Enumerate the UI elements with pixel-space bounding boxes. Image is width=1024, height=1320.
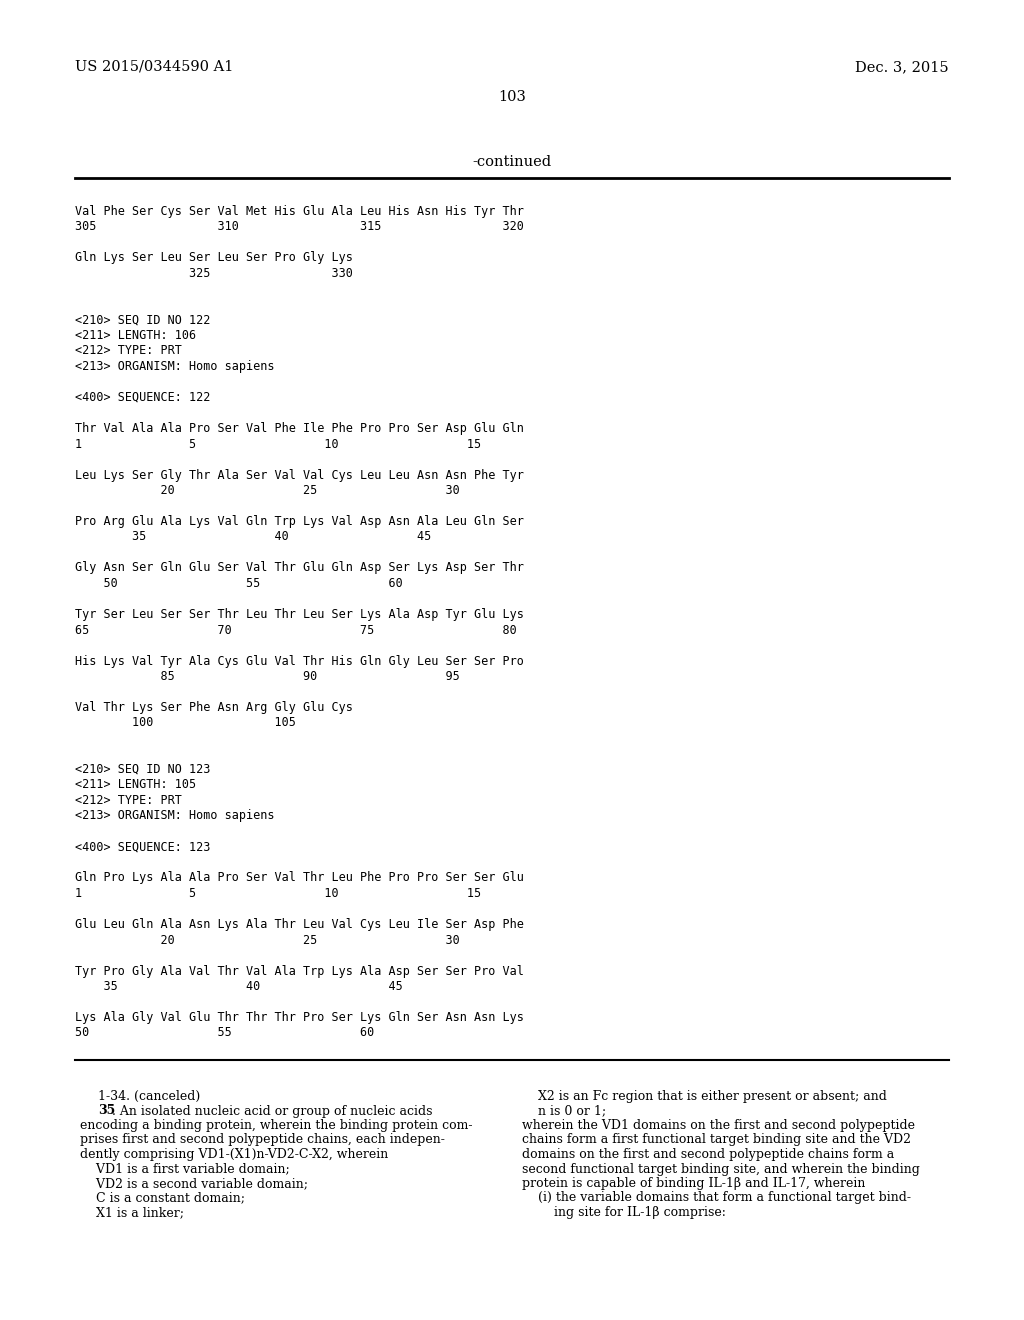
- Text: <211> LENGTH: 105: <211> LENGTH: 105: [75, 779, 197, 792]
- Text: 1-34. (canceled): 1-34. (canceled): [98, 1090, 201, 1104]
- Text: <212> TYPE: PRT: <212> TYPE: PRT: [75, 795, 182, 807]
- Text: Lys Ala Gly Val Glu Thr Thr Thr Pro Ser Lys Gln Ser Asn Asn Lys: Lys Ala Gly Val Glu Thr Thr Thr Pro Ser …: [75, 1011, 524, 1024]
- Text: Gly Asn Ser Gln Glu Ser Val Thr Glu Gln Asp Ser Lys Asp Ser Thr: Gly Asn Ser Gln Glu Ser Val Thr Glu Gln …: [75, 561, 524, 574]
- Text: Glu Leu Gln Ala Asn Lys Ala Thr Leu Val Cys Leu Ile Ser Asp Phe: Glu Leu Gln Ala Asn Lys Ala Thr Leu Val …: [75, 917, 524, 931]
- Text: His Lys Val Tyr Ala Cys Glu Val Thr His Gln Gly Leu Ser Ser Pro: His Lys Val Tyr Ala Cys Glu Val Thr His …: [75, 655, 524, 668]
- Text: C is a constant domain;: C is a constant domain;: [80, 1192, 245, 1204]
- Text: Tyr Pro Gly Ala Val Thr Val Ala Trp Lys Ala Asp Ser Ser Pro Val: Tyr Pro Gly Ala Val Thr Val Ala Trp Lys …: [75, 965, 524, 978]
- Text: <400> SEQUENCE: 123: <400> SEQUENCE: 123: [75, 841, 210, 854]
- Text: 85                  90                  95: 85 90 95: [75, 671, 460, 682]
- Text: VD2 is a second variable domain;: VD2 is a second variable domain;: [80, 1177, 308, 1191]
- Text: prises first and second polypeptide chains, each indepen-: prises first and second polypeptide chai…: [80, 1134, 444, 1147]
- Text: 65                  70                  75                  80: 65 70 75 80: [75, 623, 517, 636]
- Text: <400> SEQUENCE: 122: <400> SEQUENCE: 122: [75, 391, 210, 404]
- Text: 1               5                  10                  15: 1 5 10 15: [75, 887, 481, 900]
- Text: Val Thr Lys Ser Phe Asn Arg Gly Glu Cys: Val Thr Lys Ser Phe Asn Arg Gly Glu Cys: [75, 701, 353, 714]
- Text: <211> LENGTH: 106: <211> LENGTH: 106: [75, 329, 197, 342]
- Text: 325                 330: 325 330: [75, 267, 353, 280]
- Text: 50                  55                  60: 50 55 60: [75, 1027, 374, 1040]
- Text: second functional target binding site, and wherein the binding: second functional target binding site, a…: [522, 1163, 920, 1176]
- Text: (i) the variable domains that form a functional target bind-: (i) the variable domains that form a fun…: [522, 1192, 911, 1204]
- Text: ing site for IL-1β comprise:: ing site for IL-1β comprise:: [522, 1206, 726, 1218]
- Text: chains form a first functional target binding site and the VD2: chains form a first functional target bi…: [522, 1134, 911, 1147]
- Text: -continued: -continued: [472, 154, 552, 169]
- Text: 1               5                  10                  15: 1 5 10 15: [75, 437, 481, 450]
- Text: VD1 is a first variable domain;: VD1 is a first variable domain;: [80, 1163, 290, 1176]
- Text: 50                  55                  60: 50 55 60: [75, 577, 402, 590]
- Text: 35: 35: [98, 1105, 116, 1118]
- Text: n is 0 or 1;: n is 0 or 1;: [522, 1105, 606, 1118]
- Text: X2 is an Fc region that is either present or absent; and: X2 is an Fc region that is either presen…: [522, 1090, 887, 1104]
- Text: 100                 105: 100 105: [75, 717, 296, 730]
- Text: 35                  40                  45: 35 40 45: [75, 531, 431, 544]
- Text: <213> ORGANISM: Homo sapiens: <213> ORGANISM: Homo sapiens: [75, 360, 274, 374]
- Text: protein is capable of binding IL-1β and IL-17, wherein: protein is capable of binding IL-1β and …: [522, 1177, 865, 1191]
- Text: Thr Val Ala Ala Pro Ser Val Phe Ile Phe Pro Pro Ser Asp Glu Gln: Thr Val Ala Ala Pro Ser Val Phe Ile Phe …: [75, 422, 524, 436]
- Text: <213> ORGANISM: Homo sapiens: <213> ORGANISM: Homo sapiens: [75, 809, 274, 822]
- Text: . An isolated nucleic acid or group of nucleic acids: . An isolated nucleic acid or group of n…: [112, 1105, 432, 1118]
- Text: dently comprising VD1-(X1)n-VD2-C-X2, wherein: dently comprising VD1-(X1)n-VD2-C-X2, wh…: [80, 1148, 388, 1162]
- Text: 35                  40                  45: 35 40 45: [75, 979, 402, 993]
- Text: 20                  25                  30: 20 25 30: [75, 933, 460, 946]
- Text: <212> TYPE: PRT: <212> TYPE: PRT: [75, 345, 182, 358]
- Text: 305                 310                 315                 320: 305 310 315 320: [75, 220, 524, 234]
- Text: encoding a binding protein, wherein the binding protein com-: encoding a binding protein, wherein the …: [80, 1119, 472, 1133]
- Text: Dec. 3, 2015: Dec. 3, 2015: [855, 59, 949, 74]
- Text: 103: 103: [498, 90, 526, 104]
- Text: Val Phe Ser Cys Ser Val Met His Glu Ala Leu His Asn His Tyr Thr: Val Phe Ser Cys Ser Val Met His Glu Ala …: [75, 205, 524, 218]
- Text: 20                  25                  30: 20 25 30: [75, 484, 460, 498]
- Text: Pro Arg Glu Ala Lys Val Gln Trp Lys Val Asp Asn Ala Leu Gln Ser: Pro Arg Glu Ala Lys Val Gln Trp Lys Val …: [75, 515, 524, 528]
- Text: Leu Lys Ser Gly Thr Ala Ser Val Val Cys Leu Leu Asn Asn Phe Tyr: Leu Lys Ser Gly Thr Ala Ser Val Val Cys …: [75, 469, 524, 482]
- Text: US 2015/0344590 A1: US 2015/0344590 A1: [75, 59, 233, 74]
- Text: Tyr Ser Leu Ser Ser Thr Leu Thr Leu Ser Lys Ala Asp Tyr Glu Lys: Tyr Ser Leu Ser Ser Thr Leu Thr Leu Ser …: [75, 609, 524, 620]
- Text: domains on the first and second polypeptide chains form a: domains on the first and second polypept…: [522, 1148, 894, 1162]
- Text: <210> SEQ ID NO 123: <210> SEQ ID NO 123: [75, 763, 210, 776]
- Text: X1 is a linker;: X1 is a linker;: [80, 1206, 184, 1218]
- Text: Gln Pro Lys Ala Ala Pro Ser Val Thr Leu Phe Pro Pro Ser Ser Glu: Gln Pro Lys Ala Ala Pro Ser Val Thr Leu …: [75, 871, 524, 884]
- Text: wherein the VD1 domains on the first and second polypeptide: wherein the VD1 domains on the first and…: [522, 1119, 915, 1133]
- Text: <210> SEQ ID NO 122: <210> SEQ ID NO 122: [75, 314, 210, 326]
- Text: Gln Lys Ser Leu Ser Leu Ser Pro Gly Lys: Gln Lys Ser Leu Ser Leu Ser Pro Gly Lys: [75, 252, 353, 264]
